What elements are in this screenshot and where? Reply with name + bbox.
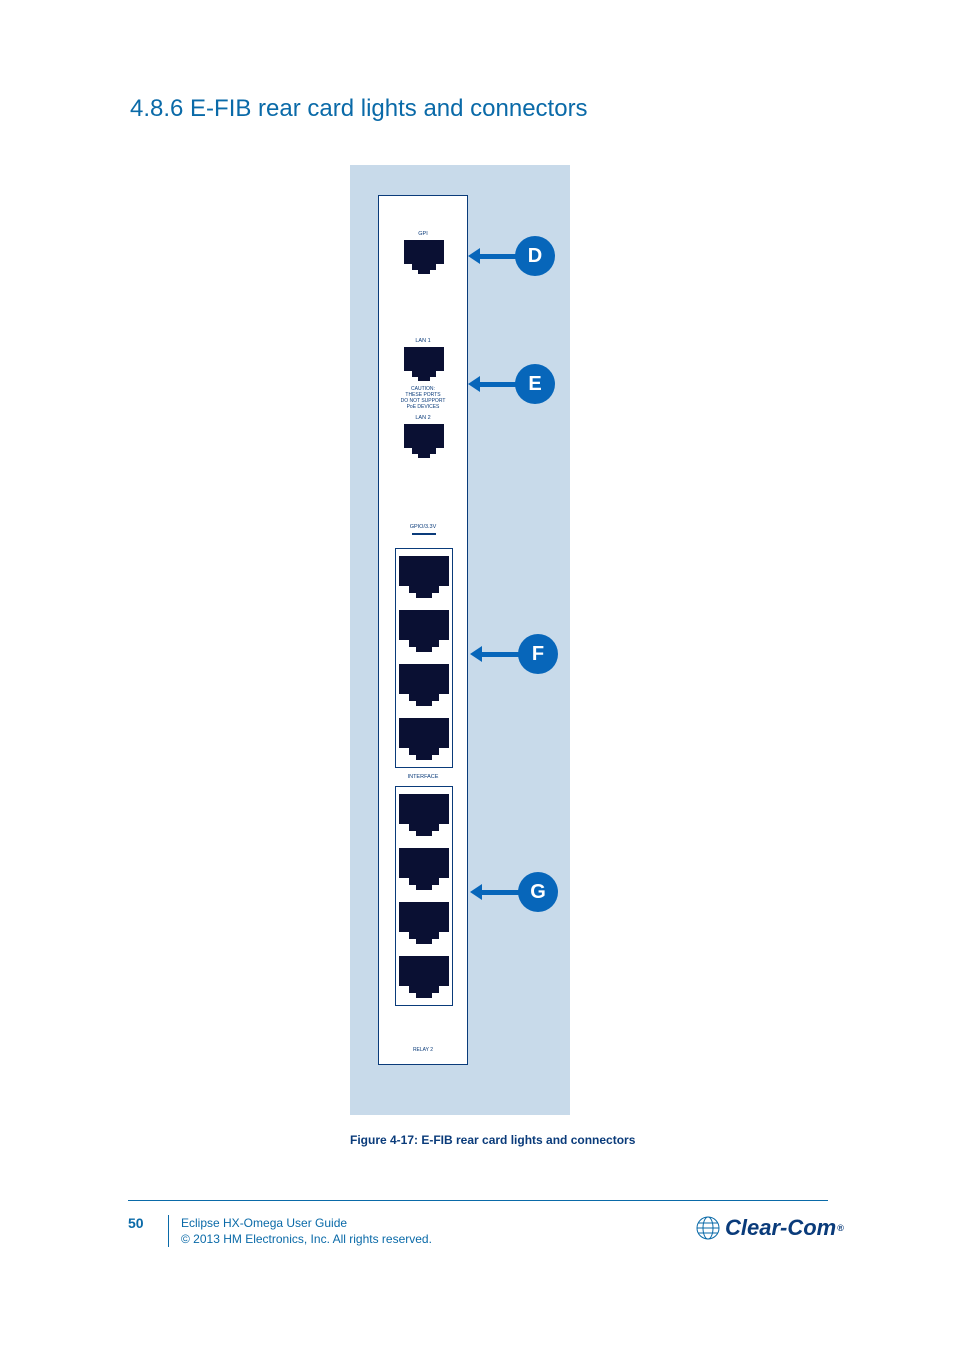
globe-icon (695, 1215, 721, 1241)
brand-text: Clear-Com (725, 1215, 836, 1241)
gpio-line (412, 533, 436, 535)
group1-port-2-icon (399, 610, 449, 652)
gpio-label: GPIO/3.3V (379, 524, 467, 530)
group1-port-3-icon (399, 664, 449, 706)
lan-caution-4: PoE DEVICES (379, 404, 467, 410)
lan1-label: LAN 1 (379, 339, 467, 345)
callout-e: E (515, 364, 555, 404)
gpi-port-icon (404, 240, 444, 274)
footer-doc-title: Eclipse HX-Omega User Guide (181, 1215, 432, 1231)
footer-doc-info: Eclipse HX-Omega User Guide © 2013 HM El… (168, 1215, 432, 1247)
lan1-port-icon (404, 347, 444, 381)
section-title: 4.8.6 E-FIB rear card lights and connect… (130, 95, 588, 123)
callout-g: G (518, 872, 558, 912)
group2-port-2-icon (399, 848, 449, 890)
arrow-e-shaft (478, 382, 518, 387)
brand-reg-icon: ® (837, 1223, 844, 1233)
figure-caption: Figure 4-17: E-FIB rear card lights and … (350, 1133, 635, 1147)
lan2-label: LAN 2 (379, 416, 467, 422)
group1-port-4-icon (399, 718, 449, 760)
page-number: 50 (128, 1215, 144, 1231)
callout-f: F (518, 634, 558, 674)
rear-card-outline: GPI LAN 1 CAUTION: THESE PORTS DO NOT SU… (378, 195, 468, 1065)
brand-logo: Clear-Com® (695, 1215, 844, 1241)
group2-port-3-icon (399, 902, 449, 944)
group1-port-1-icon (399, 556, 449, 598)
arrow-d-shaft (478, 254, 518, 259)
group2-port-4-icon (399, 956, 449, 998)
footer-divider (128, 1200, 828, 1201)
gpi-label: GPI (379, 232, 467, 238)
group2-port-1-icon (399, 794, 449, 836)
relay2-label: RELAY 2 (379, 1047, 467, 1053)
arrow-f-shaft (480, 652, 520, 657)
interface-label: INTERFACE (379, 774, 467, 780)
lan2-port-icon (404, 424, 444, 458)
footer-copyright: © 2013 HM Electronics, Inc. All rights r… (181, 1231, 432, 1247)
arrow-g-shaft (480, 890, 520, 895)
callout-d: D (515, 236, 555, 276)
